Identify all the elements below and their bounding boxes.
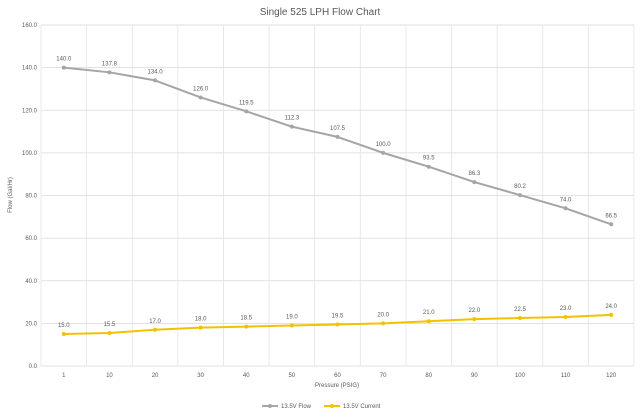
y-tick-label: 160.0 <box>22 23 38 29</box>
y-tick-label: 120.0 <box>22 108 38 114</box>
data-label: 24.0 <box>605 304 617 310</box>
data-label: 140.0 <box>56 57 72 63</box>
data-label: 74.0 <box>560 197 572 203</box>
data-label: 18.5 <box>240 316 252 322</box>
x-tick-label: 70 <box>380 373 387 379</box>
x-tick-label: 30 <box>197 373 204 379</box>
data-label: 100.0 <box>376 142 392 148</box>
data-point <box>426 319 431 324</box>
y-tick-label: 100.0 <box>22 151 38 157</box>
legend-label: 13.5V Flow <box>281 404 312 410</box>
y-tick-label: 40.0 <box>25 279 37 285</box>
data-point <box>61 65 66 70</box>
data-point <box>517 193 522 198</box>
x-tick-label: 20 <box>152 373 159 379</box>
data-point <box>472 180 477 185</box>
data-label: 80.2 <box>514 184 526 190</box>
data-point <box>517 316 522 321</box>
data-point <box>244 324 249 329</box>
legend-label: 13.5V Current <box>343 404 381 410</box>
data-label: 20.0 <box>377 312 389 318</box>
data-label: 86.3 <box>469 171 481 177</box>
data-label: 93.5 <box>423 156 435 162</box>
x-tick-label: 50 <box>289 373 296 379</box>
data-point <box>289 323 294 328</box>
data-label: 19.5 <box>332 313 344 319</box>
data-label: 22.0 <box>469 308 481 314</box>
series-line-0 <box>63 66 612 226</box>
legend: 13.5V Flow 13.5V Current <box>262 404 381 410</box>
data-label: 134.0 <box>148 69 164 75</box>
data-point <box>61 332 66 337</box>
data-label: 66.5 <box>605 213 617 219</box>
x-tick-label: 40 <box>243 373 250 379</box>
y-axis-label: Flow (Gal/Hr) <box>8 177 14 213</box>
data-point <box>426 164 431 169</box>
data-point <box>198 325 203 330</box>
x-tick-label: 120 <box>606 373 617 379</box>
legend-marker <box>268 404 272 408</box>
data-label: 21.0 <box>423 310 435 316</box>
x-tick-label: 90 <box>471 373 478 379</box>
data-point <box>289 124 294 129</box>
data-point <box>153 78 158 83</box>
data-point <box>335 322 340 327</box>
y-tick-label: 140.0 <box>22 66 38 72</box>
y-tick-label: 80.0 <box>25 194 37 200</box>
x-tick-label: 1 <box>62 373 66 379</box>
data-point <box>244 109 249 114</box>
y-tick-label: 20.0 <box>25 321 37 327</box>
data-label: 119.5 <box>239 100 254 106</box>
data-label: 22.5 <box>514 307 526 313</box>
data-point <box>381 321 386 326</box>
data-label: 23.0 <box>560 306 572 312</box>
x-axis-label: Pressure (PSIG) <box>315 383 359 389</box>
x-tick-label: 10 <box>106 373 113 379</box>
x-axis-ticks: 1 10 20 30 40 50 60 70 80 90 100 110 120 <box>62 373 617 379</box>
data-point <box>472 317 477 322</box>
x-tick-label: 80 <box>425 373 432 379</box>
data-point <box>381 150 386 155</box>
data-label: 18.0 <box>195 317 207 323</box>
y-tick-label: 0.0 <box>29 364 38 370</box>
data-point <box>609 222 614 227</box>
data-label: 19.0 <box>286 315 298 321</box>
data-point <box>609 312 614 317</box>
data-label: 107.5 <box>330 126 346 132</box>
data-point <box>107 70 112 75</box>
data-point <box>563 206 568 211</box>
grid <box>40 24 635 367</box>
data-label: 15.0 <box>58 323 70 329</box>
data-label: 112.3 <box>285 116 300 122</box>
data-point <box>335 134 340 139</box>
data-label: 126.0 <box>193 86 209 92</box>
data-point <box>563 314 568 319</box>
data-label: 17.0 <box>149 319 161 325</box>
y-axis-ticks: 0.0 20.0 40.0 60.0 80.0 100.0 120.0 140.0 160.0 <box>22 23 38 370</box>
data-point <box>107 330 112 335</box>
x-tick-label: 100 <box>515 373 526 379</box>
y-tick-label: 60.0 <box>25 236 37 242</box>
chart-title: Single 525 LPH Flow Chart <box>260 7 381 18</box>
data-point <box>198 95 203 100</box>
series-group: 140.0 137.8 134.0 126.0 119.5 112.3 107.5 100.0… <box>56 57 618 337</box>
x-tick-label: 110 <box>561 373 571 379</box>
data-label: 137.8 <box>102 61 118 67</box>
x-tick-label: 60 <box>334 373 341 379</box>
data-point <box>153 327 158 332</box>
data-label: 15.5 <box>104 322 116 328</box>
legend-marker <box>330 404 334 408</box>
